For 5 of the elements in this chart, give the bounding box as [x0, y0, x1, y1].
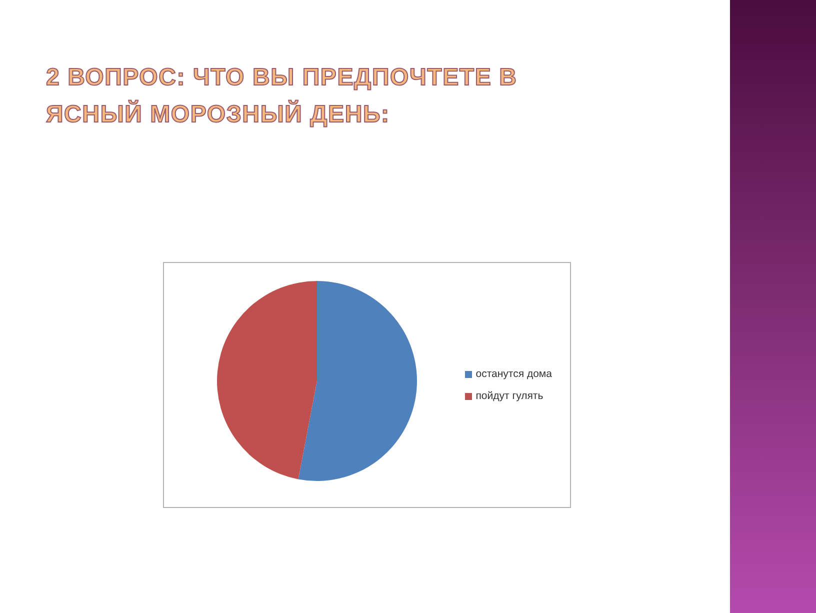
legend-label: останутся дома	[476, 368, 552, 380]
chart-title: 2 ВОПРОС: ЧТО ВЫ ПРЕДПОЧТЕТЕ В ЯСНЫЙ МОРОЗНЫЙ ДЕНЬ:	[46, 63, 518, 130]
pie-slice	[217, 281, 317, 480]
pie-slice	[298, 281, 417, 481]
legend-label: пойдут гулять	[476, 390, 544, 402]
